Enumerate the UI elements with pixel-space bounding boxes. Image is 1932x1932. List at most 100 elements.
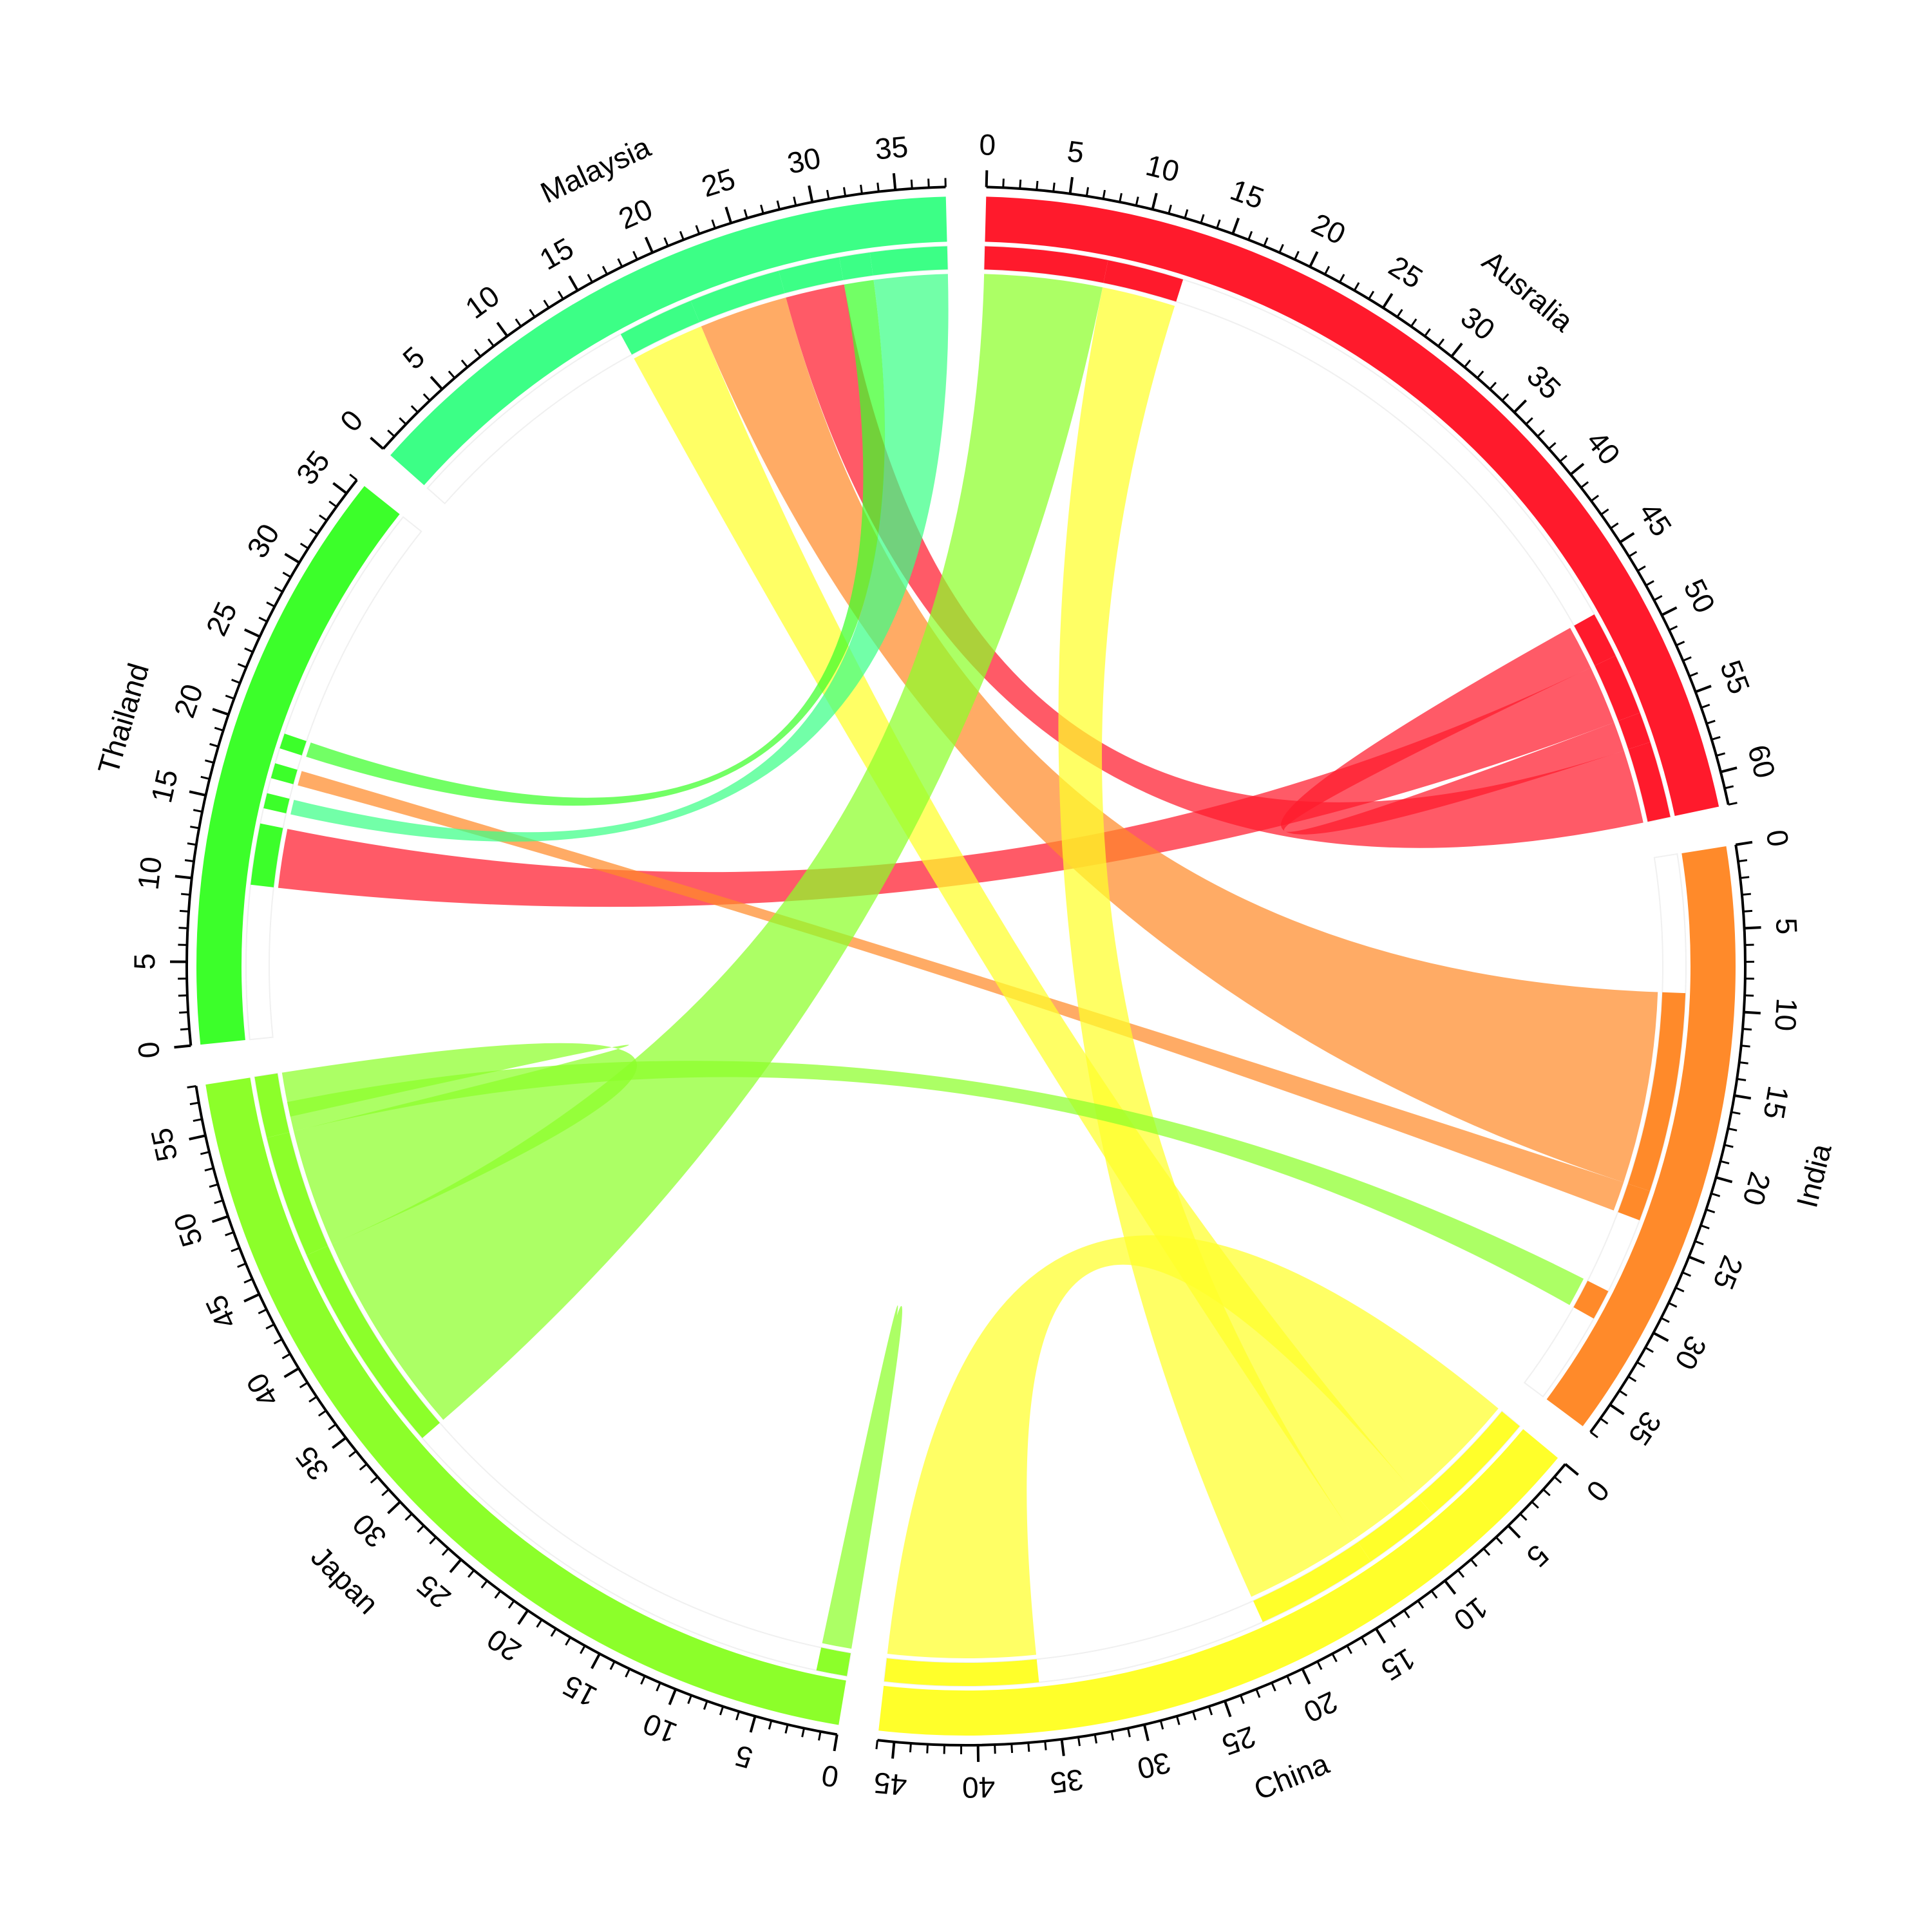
tick-label-china-0: 0 [1580, 1474, 1616, 1508]
track-segment-ausralia-9-1 [984, 246, 1108, 283]
axis-tick-japan-38 [308, 1396, 317, 1403]
axis-tick-india-35 [1609, 1403, 1625, 1416]
axis-tick-ausralia-58 [1711, 735, 1721, 741]
track-segment-malaysia-3-1 [690, 270, 785, 323]
axis-tick-japan-3 [784, 1724, 789, 1734]
tick-label-japan-15: 15 [557, 1669, 602, 1714]
axis-tick-china-18 [1331, 1653, 1338, 1662]
axis-line-japan [194, 1086, 838, 1736]
sector-band-malaysia [390, 196, 947, 486]
axis-tick-china-7 [1482, 1548, 1491, 1556]
axis-tick-japan-52 [209, 1183, 218, 1188]
axis-tick-china-12 [1417, 1600, 1425, 1609]
axis-tick-thailand-0 [174, 1044, 191, 1049]
axis-tick-ausralia-24 [1368, 290, 1375, 300]
tick-label-india-30: 30 [1669, 1331, 1714, 1376]
axis-tick-japan-10 [668, 1689, 677, 1705]
chord-link-japan-india-11 [287, 1061, 1584, 1305]
axis-tick-india-36 [1600, 1417, 1609, 1425]
track-segment-japan-10-0 [267, 1132, 328, 1256]
track-segment-thailand-12-0 [279, 734, 307, 755]
axis-tick-japan-7 [719, 1706, 724, 1716]
axis-tick-china-35 [1060, 1739, 1065, 1756]
axis-tick-malaysia-12 [529, 308, 536, 318]
tick-label-india-15: 15 [1757, 1084, 1795, 1122]
axis-tick-japan-24 [467, 1569, 475, 1578]
axis-tick-thailand-12 [187, 842, 196, 846]
axis-tick-malaysia-33 [860, 184, 863, 194]
axis-tick-japan-54 [200, 1151, 210, 1155]
axis-tick-japan-2 [801, 1728, 806, 1738]
track-segment-ausralia-1-0 [1595, 656, 1640, 721]
axis-tick-malaysia-22 [679, 231, 685, 240]
tick-label-ausralia-10: 10 [1142, 148, 1182, 189]
axis-tick-thailand-21 [225, 694, 234, 700]
track-segment-china-6-0 [1358, 1497, 1433, 1562]
axis-tick-ausralia-18 [1278, 243, 1284, 253]
tick-label-japan-25: 25 [410, 1568, 457, 1615]
axis-tick-thailand-22 [231, 679, 241, 684]
axis-tick-japan-15 [591, 1653, 601, 1669]
axis-tick-thailand-16 [200, 775, 210, 780]
axis-tick-japan-27 [429, 1536, 437, 1545]
axis-tick-ausralia-7 [1102, 189, 1106, 200]
tick-label-thailand-30: 30 [240, 518, 286, 564]
axis-tick-japan-21 [507, 1600, 515, 1609]
axis-tick-ausralia-30 [1450, 342, 1463, 357]
axis-tick-ausralia-59 [1716, 752, 1725, 757]
track-segment-malaysia-13-0 [869, 246, 948, 276]
axis-tick-japan-9 [687, 1694, 692, 1704]
axis-tick-ausralia-36 [1525, 417, 1533, 425]
tick-label-malaysia-25: 25 [697, 162, 739, 204]
axis-tick-ausralia-11 [1168, 204, 1172, 214]
track-segment-ausralia-2-0 [1628, 742, 1671, 822]
axis-tick-india-2 [1740, 876, 1750, 879]
axis-tick-japan-50 [211, 1215, 229, 1224]
axis-tick-japan-19 [536, 1619, 543, 1628]
axis-tick-china-6 [1495, 1536, 1503, 1545]
axis-tick-china-30 [1142, 1724, 1150, 1741]
axis-tick-japan-51 [214, 1199, 223, 1204]
tick-label-japan-55: 55 [144, 1125, 184, 1164]
track-segment-ausralia-0-1 [1618, 712, 1651, 750]
axis-tick-india-23 [1700, 1224, 1710, 1229]
axis-tick-india-15 [1734, 1094, 1752, 1100]
track-segment-thailand-1-1 [251, 823, 283, 887]
axis-tick-thailand-10 [175, 875, 192, 880]
tick-label-india-5: 5 [1770, 917, 1804, 935]
axis-tick-china-17 [1346, 1645, 1352, 1654]
axis-line-india [1589, 844, 1747, 1433]
axis-tick-china-37 [1027, 1743, 1030, 1752]
axis-tick-thailand-26 [258, 616, 268, 623]
axis-tick-india-26 [1681, 1271, 1692, 1277]
axis-tick-ausralia-41 [1580, 481, 1589, 489]
axis-tick-japan-49 [225, 1231, 234, 1236]
axis-tick-ausralia-53 [1682, 656, 1692, 662]
axis-tick-china-25 [1224, 1700, 1232, 1718]
axis-tick-japan-20 [517, 1609, 529, 1625]
tick-label-malaysia-30: 30 [784, 141, 823, 180]
axis-tick-thailand-33 [319, 514, 328, 522]
axis-tick-india-14 [1737, 1077, 1747, 1081]
chord-link-japan-japan-8 [822, 1305, 902, 1649]
axis-tick-india-34 [1618, 1390, 1628, 1397]
axis-tick-china-24 [1240, 1694, 1245, 1704]
tick-label-china-40: 40 [962, 1770, 996, 1804]
axis-tick-ausralia-39 [1559, 455, 1567, 462]
axis-tick-malaysia-5 [430, 375, 444, 390]
axis-tick-malaysia-19 [632, 251, 638, 260]
track-segment-malaysia-12-1 [839, 252, 873, 280]
axis-tick-thailand-11 [184, 859, 194, 863]
axis-tick-thailand-29 [282, 571, 292, 578]
track-segment-india-11-1 [1573, 1280, 1609, 1319]
axis-tick-india-13 [1739, 1061, 1748, 1065]
axis-tick-malaysia-26 [743, 209, 748, 219]
axis-tick-china-2 [1542, 1488, 1551, 1497]
axis-tick-ausralia-28 [1424, 328, 1431, 337]
axis-tick-malaysia-4 [422, 393, 431, 402]
tick-label-thailand-15: 15 [144, 766, 184, 806]
track-segment-india-3-0 [1627, 992, 1686, 1191]
axis-tick-japan-6 [735, 1711, 741, 1721]
axis-tick-japan-42 [273, 1338, 283, 1345]
axis-tick-ausralia-54 [1689, 672, 1698, 677]
